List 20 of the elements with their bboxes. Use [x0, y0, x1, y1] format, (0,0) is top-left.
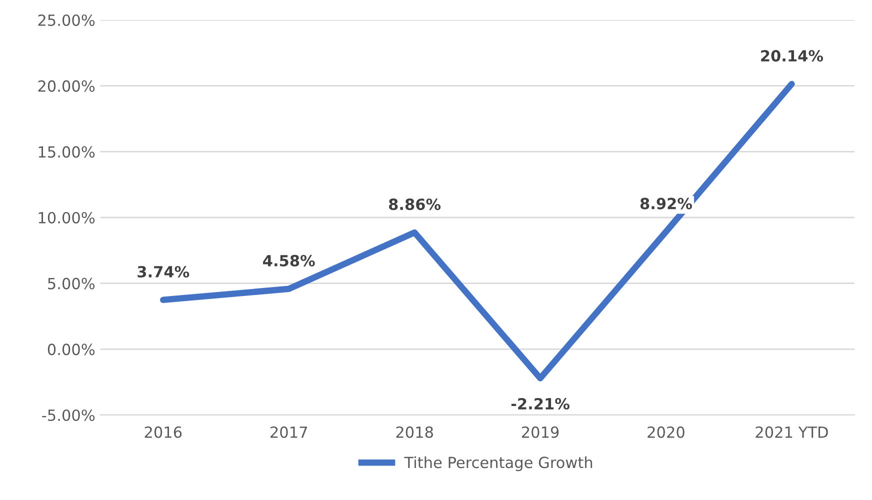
y-tick-label: 20.00%	[38, 80, 95, 92]
y-tick-label: 25.00%	[38, 14, 95, 26]
x-tick-label: 2021 YTD	[756, 426, 828, 438]
x-tick-label: 2020	[648, 426, 684, 438]
data-label: 8.92%	[640, 198, 692, 210]
data-label: 8.86%	[388, 198, 441, 210]
x-tick-label: 2018	[396, 426, 433, 438]
data-label: -2.21%	[511, 398, 570, 410]
y-tick-label: 0.00%	[48, 344, 95, 356]
data-label: 20.14%	[761, 50, 824, 62]
x-tick-label: 2019	[522, 426, 559, 438]
y-tick-label: 15.00%	[38, 146, 95, 158]
x-tick-label: 2016	[144, 426, 182, 438]
legend-label: Tithe Percentage Growth	[404, 456, 592, 472]
x-tick-label: 2017	[270, 426, 307, 438]
data-label: 3.74%	[138, 266, 190, 278]
y-tick-label: 5.00%	[48, 278, 95, 290]
data-label: 4.58%	[263, 254, 315, 266]
y-tick-label: 10.00%	[38, 212, 95, 224]
y-tick-label: -5.00%	[42, 409, 95, 422]
